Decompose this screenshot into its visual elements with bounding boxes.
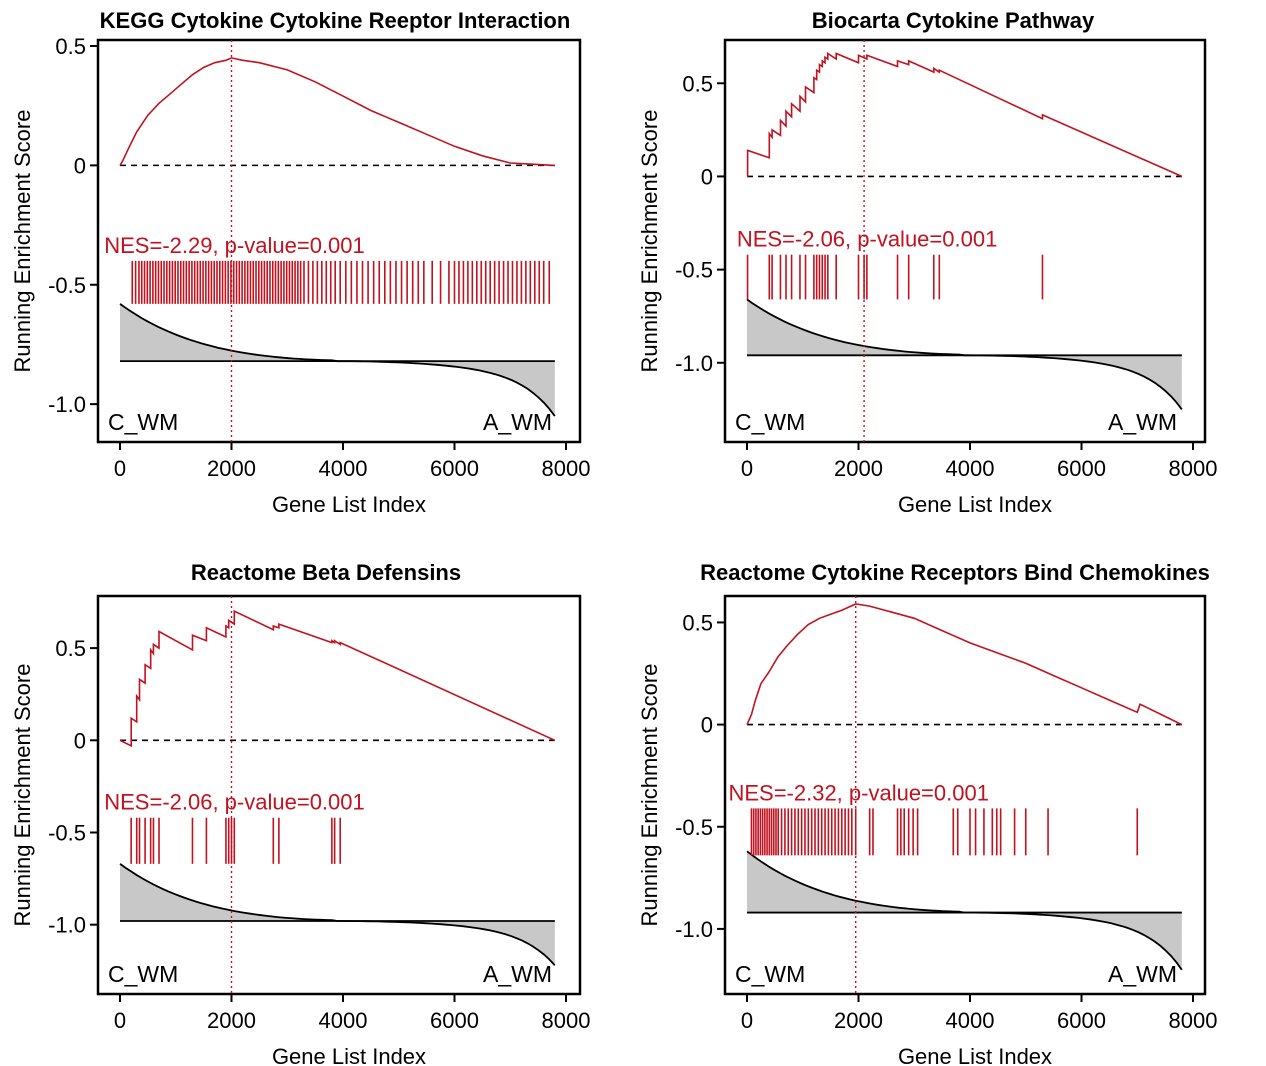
x-tick-label: 4000	[319, 1008, 368, 1033]
x-tick-label: 0	[741, 456, 753, 481]
ranked-metric-area	[120, 303, 555, 417]
y-tick-label: -1.0	[48, 913, 86, 938]
gsea-panel-3: Reactome Beta Defensins 0.5 0 -0.5 -1.0 0 2000…	[10, 560, 590, 1066]
x-tick-label: 8000	[542, 1008, 591, 1033]
x-tick-label: 8000	[1169, 456, 1218, 481]
plot-frame	[723, 594, 1207, 996]
plot-frame	[723, 38, 1207, 444]
ranked-metric-area	[120, 863, 555, 966]
left-group-label: C_WM	[735, 409, 805, 435]
ranked-metric-area	[747, 851, 1182, 970]
y-axis-label: Running Enrichment Score	[637, 110, 662, 373]
y-tick-label: 0	[701, 164, 713, 189]
gsea-panel-4: Reactome Cytokine Receptors Bind Chemoki…	[637, 560, 1217, 1066]
x-tick-label: 4000	[946, 456, 995, 481]
y-tick-label: -0.5	[675, 815, 713, 840]
x-tick-label: 0	[741, 1008, 753, 1033]
y-tick-label: 0.5	[682, 610, 713, 635]
x-tick-label: 0	[114, 456, 126, 481]
y-tick-label: 0.5	[55, 636, 86, 661]
y-tick-label: 0.5	[55, 34, 86, 59]
y-axis-label: Running Enrichment Score	[10, 110, 35, 373]
right-group-label: A_WM	[1108, 961, 1177, 987]
x-axis-label: Gene List Index	[898, 492, 1052, 517]
plot-frame	[96, 38, 582, 444]
panel-title: Biocarta Cytokine Pathway	[812, 8, 1095, 33]
y-tick-label: -0.5	[48, 820, 86, 845]
running-es-line	[119, 609, 556, 748]
y-tick-label: -1.0	[675, 917, 713, 942]
nes-annotation: NES=-2.06, p-value=0.001	[737, 227, 998, 252]
x-tick-label: 6000	[1057, 456, 1106, 481]
gsea-panel-1: KEGG Cytokine Cytokine Reeptor Interacti…	[10, 8, 590, 517]
x-tick-label: 2000	[207, 456, 256, 481]
x-tick-label: 0	[114, 1008, 126, 1033]
y-axis-label: Running Enrichment Score	[10, 664, 35, 927]
x-tick-label: 2000	[834, 456, 883, 481]
running-es-line	[746, 603, 1183, 726]
left-group-label: C_WM	[735, 961, 805, 987]
x-axis-label: Gene List Index	[272, 1044, 426, 1066]
y-tick-label: -1.0	[48, 392, 86, 417]
panel-title: Reactome Cytokine Receptors Bind Chemoki…	[700, 560, 1210, 585]
nes-annotation: NES=-2.32, p-value=0.001	[728, 780, 989, 805]
right-group-label: A_WM	[483, 961, 552, 987]
panel-title: KEGG Cytokine Cytokine Reeptor Interacti…	[100, 8, 571, 33]
y-tick-label: 0	[74, 728, 86, 753]
y-tick-label: -1.0	[675, 351, 713, 376]
running-es-line	[746, 52, 1183, 178]
y-tick-label: -0.5	[675, 258, 713, 283]
y-tick-label: -0.5	[48, 273, 86, 298]
x-tick-label: 8000	[542, 456, 591, 481]
x-tick-label: 6000	[1057, 1008, 1106, 1033]
right-group-label: A_WM	[483, 409, 552, 435]
nes-annotation: NES=-2.29, p-value=0.001	[104, 233, 365, 258]
x-axis-label: Gene List Index	[898, 1044, 1052, 1066]
left-group-label: C_WM	[108, 409, 178, 435]
ranked-metric-area	[747, 299, 1182, 410]
left-group-label: C_WM	[108, 961, 178, 987]
x-axis-label: Gene List Index	[272, 492, 426, 517]
y-tick-label: 0	[74, 153, 86, 178]
y-tick-label: 0.5	[682, 71, 713, 96]
x-tick-label: 6000	[430, 1008, 479, 1033]
x-tick-label: 8000	[1169, 1008, 1218, 1033]
nes-annotation: NES=-2.06, p-value=0.001	[104, 790, 365, 815]
running-es-line	[119, 57, 555, 167]
x-tick-label: 6000	[430, 456, 479, 481]
y-axis-label: Running Enrichment Score	[637, 664, 662, 927]
x-tick-label: 2000	[207, 1008, 256, 1033]
right-group-label: A_WM	[1108, 409, 1177, 435]
gsea-panel-2: Biocarta Cytokine Pathway 0.5 0 -0.5 -1.0 0 20…	[637, 8, 1217, 517]
panel-title: Reactome Beta Defensins	[191, 560, 461, 585]
x-tick-label: 4000	[319, 456, 368, 481]
y-tick-label: 0	[701, 713, 713, 738]
plot-frame	[96, 594, 582, 996]
x-tick-label: 4000	[946, 1008, 995, 1033]
x-tick-label: 2000	[834, 1008, 883, 1033]
